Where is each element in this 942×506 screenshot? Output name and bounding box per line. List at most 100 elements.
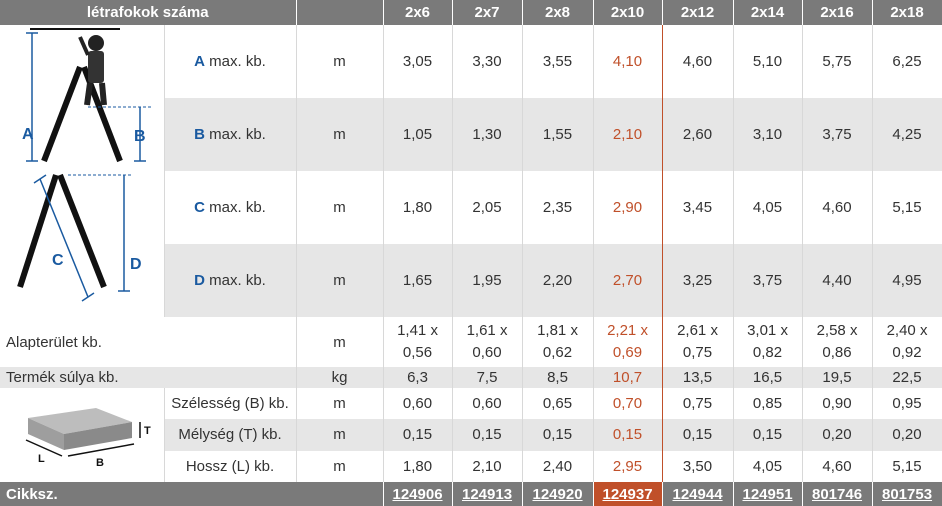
- area-label: Alapterület kb.: [0, 317, 297, 367]
- cell-highlight: 0,15: [592, 419, 663, 451]
- col-head: 2x7: [452, 0, 523, 25]
- article-link[interactable]: 124913: [452, 482, 523, 506]
- weight-label: Termék súlya kb.: [0, 367, 297, 388]
- cell: 4,60: [802, 450, 873, 482]
- col-head: 2x8: [522, 0, 594, 25]
- dim-label-bb: B: [96, 457, 104, 469]
- cell: 3,45: [662, 171, 734, 244]
- cell: 2,35: [522, 171, 594, 244]
- col-head: 2x12: [662, 0, 734, 25]
- cell: 6,25: [872, 25, 942, 98]
- cell: 2,60: [662, 98, 734, 171]
- row-label: A max. kb.: [164, 25, 297, 98]
- cell: 3,75: [802, 98, 873, 171]
- col-head: 2x10: [593, 0, 663, 25]
- cell: 0,15: [383, 419, 453, 451]
- cell-highlight: 0,70: [592, 388, 663, 420]
- cell: 4,40: [802, 244, 873, 317]
- row-weight: Termék súlya kb. kg 6,3 7,5 8,5 10,7 13,…: [0, 367, 942, 388]
- cell: 3,25: [662, 244, 734, 317]
- cell: 3,10: [733, 98, 803, 171]
- unit: m: [296, 171, 384, 244]
- row-pack-width: T L B Szélesség (B) kb. m 0,60 0,60 0,65…: [0, 388, 942, 482]
- cell: 1,30: [452, 98, 523, 171]
- row-d: D max. kb. m 1,65 1,95 2,20 2,70 3,25 3,…: [0, 244, 942, 317]
- row-pack-length: Hossz (L) kb. m 1,80 2,10 2,40 2,95 3,50…: [0, 450, 942, 482]
- unit: m: [296, 450, 384, 482]
- cell: 7,5: [452, 367, 523, 388]
- cell: 0,15: [662, 419, 734, 451]
- col-head: 2x16: [802, 0, 873, 25]
- cell: 3,55: [522, 25, 594, 98]
- article-link[interactable]: 124951: [733, 482, 803, 506]
- cell: 4,25: [872, 98, 942, 171]
- unit: m: [296, 317, 384, 367]
- cell: 2,10: [452, 450, 523, 482]
- cell: 19,5: [802, 367, 873, 388]
- article-link-highlight[interactable]: 124937: [592, 482, 663, 506]
- cell: 0,90: [802, 388, 873, 420]
- article-link[interactable]: 124920: [522, 482, 594, 506]
- cell: 4,95: [872, 244, 942, 317]
- cell: 0,15: [733, 419, 803, 451]
- cell: 3,05: [383, 25, 453, 98]
- cell: 1,80: [383, 171, 453, 244]
- cell: 3,75: [733, 244, 803, 317]
- cell: 8,5: [522, 367, 594, 388]
- cell: 5,75: [802, 25, 873, 98]
- cell: 5,15: [872, 450, 942, 482]
- cell: 4,05: [733, 171, 803, 244]
- article-link[interactable]: 801746: [802, 482, 873, 506]
- cell: 0,20: [802, 419, 873, 451]
- pack-label: Mélység (T) kb.: [164, 419, 297, 451]
- cell-highlight: 2,95: [592, 450, 663, 482]
- cell-highlight: 2,21 x 0,69: [592, 317, 663, 367]
- dim-label-a: A: [22, 126, 34, 143]
- cell: 0,95: [872, 388, 942, 420]
- cell-highlight: 2,10: [592, 98, 663, 171]
- row-b: B max. kb. m 1,05 1,30 1,55 2,10 2,60 3,…: [0, 98, 942, 171]
- row-c: C D C max. kb. m 1,80 2,05 2,35 2,90 3,4…: [0, 171, 942, 317]
- article-link[interactable]: 801753: [872, 482, 942, 506]
- cell: 1,80: [383, 450, 453, 482]
- row-label: B max. kb.: [164, 98, 297, 171]
- header-blank: [296, 0, 384, 25]
- cell: 2,40 x 0,92: [872, 317, 942, 367]
- cell: 0,75: [662, 388, 734, 420]
- cell-highlight: 2,70: [592, 244, 663, 317]
- cell: 13,5: [662, 367, 734, 388]
- cell: 1,95: [452, 244, 523, 317]
- cell: 0,15: [452, 419, 523, 451]
- dim-label-c: C: [52, 252, 64, 269]
- unit: m: [296, 388, 384, 420]
- article-link[interactable]: 124906: [383, 482, 453, 506]
- col-head: 2x6: [383, 0, 453, 25]
- package-diagram: T L B: [0, 388, 165, 482]
- dim-label-b: B: [134, 128, 146, 145]
- cell: 6,3: [383, 367, 453, 388]
- cell: 1,61 x 0,60: [452, 317, 523, 367]
- row-area: Alapterület kb. m 1,41 x 0,56 1,61 x 0,60 …: [0, 317, 942, 367]
- cell: 0,60: [383, 388, 453, 420]
- cell: 16,5: [733, 367, 803, 388]
- unit: m: [296, 25, 384, 98]
- cell: 0,85: [733, 388, 803, 420]
- cell: 0,65: [522, 388, 594, 420]
- cell: 3,01 x 0,82: [733, 317, 803, 367]
- row-pack-depth: Mélység (T) kb. m 0,15 0,15 0,15 0,15 0,…: [0, 419, 942, 451]
- cell: 5,10: [733, 25, 803, 98]
- col-head: 2x14: [733, 0, 803, 25]
- cell: 4,60: [802, 171, 873, 244]
- cell: 2,58 x 0,86: [802, 317, 873, 367]
- cell: 3,50: [662, 450, 734, 482]
- pack-label: Szélesség (B) kb.: [164, 388, 297, 420]
- cell-highlight: 10,7: [592, 367, 663, 388]
- cell: 1,41 x 0,56: [383, 317, 453, 367]
- row-label: C max. kb.: [164, 171, 297, 244]
- row-a: A B A max. kb. m 3,05 3,30 3,55 4,10 4,6…: [0, 25, 942, 171]
- cell: 1,65: [383, 244, 453, 317]
- unit: m: [296, 98, 384, 171]
- article-link[interactable]: 124944: [662, 482, 734, 506]
